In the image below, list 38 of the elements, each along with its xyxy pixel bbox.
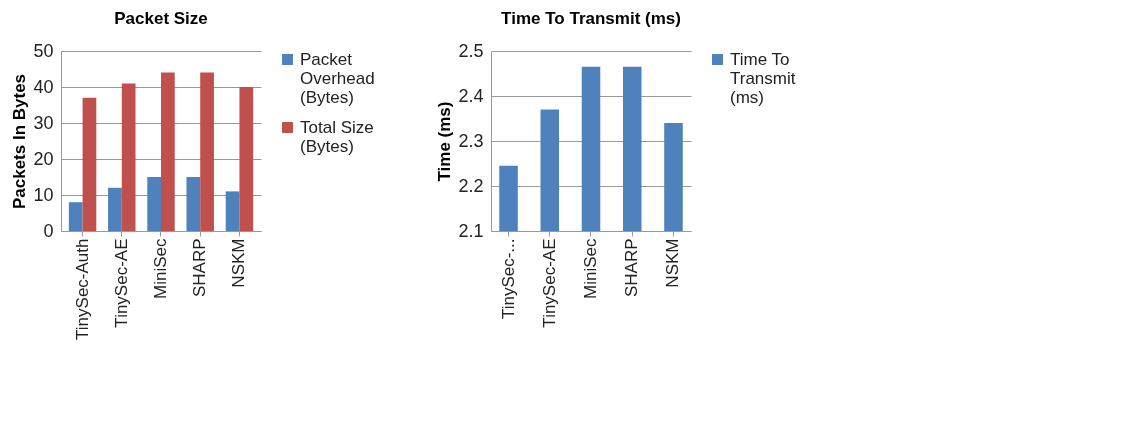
bar (225, 191, 240, 231)
x-tick-label: NSKM (229, 238, 249, 288)
y-tick-label: 10 (33, 184, 54, 205)
x-tick-label: MiniSec (581, 238, 600, 299)
bar (200, 72, 214, 231)
y-axis-title: Packets In Bytes (10, 73, 30, 210)
x-tick-label: TinySec-AE (111, 238, 131, 328)
y-tick-label: 30 (33, 112, 54, 133)
legend-label: Time To Transmit (ms) (730, 49, 796, 107)
y-tick-label: 2.2 (458, 175, 484, 196)
bar (147, 177, 161, 231)
x-tick-label: TinySec-AE (539, 238, 559, 328)
bar (239, 87, 254, 231)
chart-title: Packet Size (114, 9, 208, 28)
bar (161, 72, 175, 231)
bar (68, 202, 83, 231)
bar (82, 97, 97, 231)
y-tick-label: 2.3 (458, 130, 484, 151)
y-tick-label: 2.4 (458, 85, 484, 106)
bar (121, 83, 136, 231)
x-tick-label: MiniSec (151, 238, 170, 299)
x-tick-label: TinySec-Auth (72, 238, 92, 340)
bar (186, 177, 201, 231)
x-tick-label: SHARP (190, 238, 210, 298)
x-tick-label: TinySec-... (498, 238, 518, 320)
legend-label: Packet Overhead (Bytes) (300, 49, 375, 107)
bar (108, 187, 122, 231)
chart-title: Time To Transmit (ms) (501, 9, 681, 28)
y-tick-label: 2.1 (458, 220, 484, 241)
y-tick-label: 0 (43, 220, 54, 241)
y-axis-title: Time (ms) (435, 101, 455, 182)
legend-label: Total Size (Bytes) (300, 117, 374, 156)
x-tick-label: SHARP (622, 238, 642, 298)
y-tick-label: 40 (33, 76, 54, 97)
x-tick-label: NSKM (663, 238, 683, 288)
y-tick-label: 20 (33, 148, 54, 169)
y-tick-label: 2.5 (458, 40, 484, 61)
y-tick-label: 50 (33, 40, 54, 61)
